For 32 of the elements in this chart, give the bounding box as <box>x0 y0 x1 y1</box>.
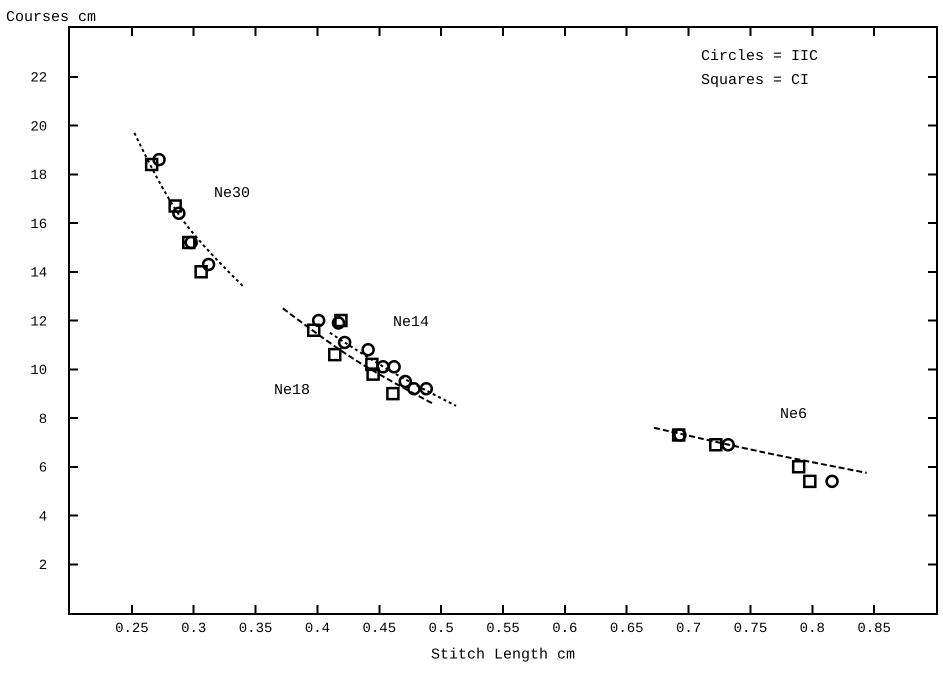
annotation: Ne18 <box>274 382 310 399</box>
x-tick-label: 0.45 <box>362 620 396 637</box>
y-tick-label: 8 <box>38 412 48 428</box>
y-tick-label: 4 <box>38 509 48 526</box>
y-tick-label: 16 <box>30 216 48 233</box>
x-tick-label: 0.4 <box>304 620 330 637</box>
x-tick-label: 0.75 <box>734 620 768 637</box>
annotation: Squares = CI <box>701 72 810 89</box>
annotation: Circles = IIC <box>701 48 818 65</box>
annotation: Ne30 <box>214 185 250 202</box>
x-tick-label: 0.85 <box>857 620 891 637</box>
x-tick-label: 0.35 <box>238 620 272 637</box>
y-tick-label: 22 <box>30 70 48 87</box>
y-tick-label: 14 <box>30 266 48 282</box>
x-tick-label: 0.65 <box>610 620 644 637</box>
y-tick-label: 6 <box>38 460 48 477</box>
x-tick-label: 0.55 <box>486 620 520 637</box>
y-tick-label: 12 <box>30 314 48 330</box>
y-tick-label: 2 <box>38 558 48 574</box>
x-tick-label: 0.25 <box>115 620 149 637</box>
x-tick-label: 0.3 <box>181 620 206 637</box>
x-axis-title: Stitch Length cm <box>430 646 576 664</box>
annotation: Ne14 <box>393 314 430 331</box>
y-tick-label: 10 <box>30 363 48 380</box>
y-tick-label: 20 <box>30 119 48 136</box>
x-tick-label: 0.7 <box>676 620 702 637</box>
x-tick-label: 0.6 <box>552 620 578 637</box>
x-tick-label: 0.8 <box>800 620 825 637</box>
annotation: Ne6 <box>780 406 808 423</box>
y-axis-title: Courses cm <box>6 9 96 26</box>
x-tick-label: 0.5 <box>428 620 454 637</box>
y-tick-label: 18 <box>30 168 48 184</box>
